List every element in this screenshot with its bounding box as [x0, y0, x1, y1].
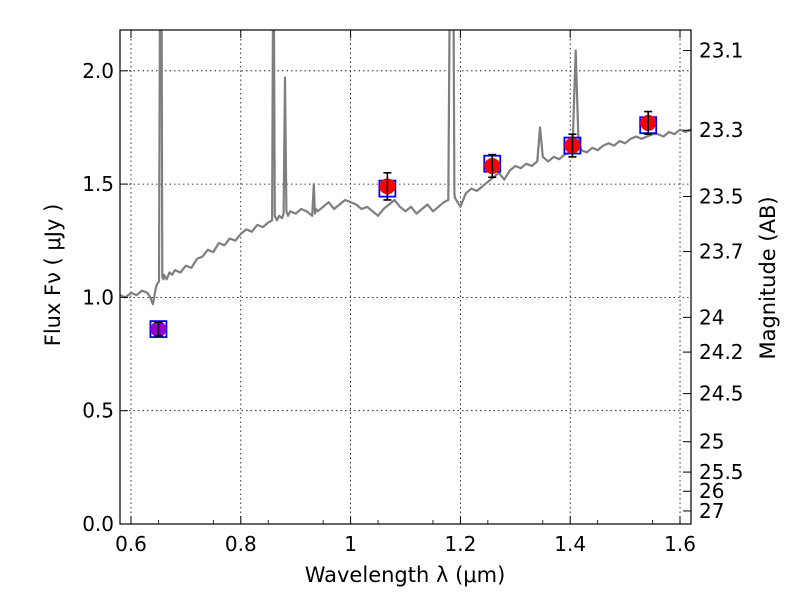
- right-tick-label: 23.7: [699, 240, 744, 264]
- right-tick-label: 23.3: [699, 118, 744, 142]
- right-tick-label: 23.5: [699, 184, 744, 208]
- right-tick-label: 24: [699, 305, 724, 329]
- right-tick-label: 24.2: [699, 340, 744, 364]
- plot-frame: [119, 29, 692, 525]
- x-tick-label: 1.2: [444, 532, 476, 556]
- right-tick-label: 26: [699, 479, 724, 503]
- model-spectrum-line: [120, 30, 691, 306]
- spectrum-layer: [120, 30, 691, 306]
- x-tick-label: 1.4: [554, 532, 586, 556]
- x-tick-label: 1.6: [664, 532, 696, 556]
- x-tick-label: 0.8: [225, 532, 257, 556]
- y-tick-label: 0.5: [82, 399, 114, 423]
- ticks-layer: 0.6 0.8 1 1.2 1.4 1.6 0.0 0.5 1.0 1.5 2.0 23.1 23.3 2…: [82, 30, 744, 556]
- x-axis-label: Wavelength λ (μm): [305, 563, 506, 587]
- y-tick-label: 1.5: [82, 172, 114, 196]
- points-layer: [149, 110, 658, 339]
- grid-layer: [120, 30, 691, 525]
- right-y-axis-label: Magnitude (AB): [756, 196, 780, 359]
- right-tick-label: 27: [699, 499, 724, 523]
- right-tick-label: 25.5: [699, 460, 744, 484]
- y-axis-label: Flux Fν ( μJy ): [41, 204, 65, 347]
- y-tick-label: 0.0: [82, 512, 114, 536]
- right-tick-label: 24.5: [699, 382, 744, 406]
- right-tick-label: 23.1: [699, 39, 744, 63]
- right-tick-label: 25: [699, 430, 724, 454]
- y-tick-label: 2.0: [82, 59, 114, 83]
- x-tick-label: 0.6: [115, 532, 147, 556]
- y-tick-label: 1.0: [82, 285, 114, 309]
- x-tick-label: 1: [344, 532, 357, 556]
